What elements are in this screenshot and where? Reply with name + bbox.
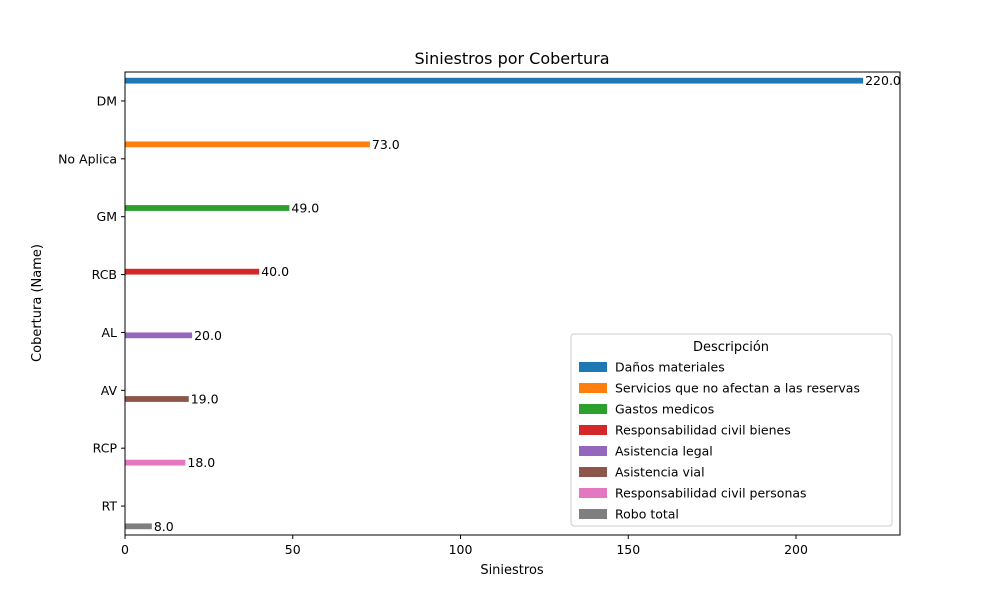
legend-label-asistencia-vial: Asistencia vial: [615, 465, 705, 480]
legend-label-robo-total: Robo total: [615, 507, 679, 522]
legend-swatch-servicios-que-no-afectan-a-las-reservas: [579, 383, 607, 393]
legend-label-danos-materiales: Daños materiales: [615, 360, 725, 375]
bar-value-label-av: 19.0: [191, 391, 219, 406]
plot-frame: [124, 71, 901, 536]
y-tick-label-rcp: RCP: [93, 441, 118, 456]
legend-title: Descripción: [693, 340, 769, 355]
x-axis-label: Siniestros: [480, 563, 544, 578]
x-tick-label-150: 150: [616, 542, 640, 557]
bar-rcb: [125, 268, 260, 275]
legend-label-responsabilidad-civil-personas: Responsabilidad civil personas: [615, 486, 807, 501]
bar-rt: [125, 523, 152, 530]
bar-al: [125, 332, 193, 339]
y-tick-label-gm: GM: [97, 209, 117, 224]
x-tick-label-50: 50: [285, 542, 301, 557]
legend-swatch-gastos-medicos: [579, 404, 607, 414]
y-tick-label-no-aplica: No Aplica: [58, 151, 117, 166]
x-tick-label-0: 0: [121, 542, 129, 557]
bar-no-aplica: [125, 141, 370, 148]
bar-av: [125, 396, 189, 402]
y-tick-label-al: AL: [101, 325, 117, 340]
legend-swatch-robo-total: [579, 509, 607, 519]
bar-value-label-rt: 8.0: [154, 519, 174, 534]
y-tick-label-rt: RT: [102, 499, 118, 514]
y-tick-label-dm: DM: [97, 93, 117, 108]
x-tick-label-100: 100: [449, 542, 473, 557]
legend-swatch-danos-materiales: [579, 362, 607, 372]
y-tick-label-av: AV: [101, 383, 118, 398]
bar-rcp: [125, 459, 186, 466]
legend-box: [570, 333, 893, 527]
y-tick-label-rcb: RCB: [92, 267, 117, 282]
legend-swatch-responsabilidad-civil-bienes: [579, 425, 607, 435]
legend-label-gastos-medicos: Gastos medicos: [615, 402, 714, 417]
bar-value-label-rcp: 18.0: [187, 455, 215, 470]
bar-value-label-no-aplica: 73.0: [372, 137, 400, 152]
plot-area: DM No Aplica GM RCB AL AV RCP RT 0 50 100 150 200 220…: [58, 73, 901, 557]
legend-label-servicios-que-no-afectan-a-las-reservas: Servicios que no afectan a las reservas: [615, 381, 860, 396]
legend-swatch-asistencia-legal: [579, 446, 607, 456]
legend-label-responsabilidad-civil-bienes: Responsabilidad civil bienes: [615, 423, 791, 438]
bar-value-label-rcb: 40.0: [261, 264, 289, 279]
x-tick-label-200: 200: [784, 542, 808, 557]
bar-value-label-al: 20.0: [194, 328, 222, 343]
bar-value-label-dm: 220.0: [865, 73, 901, 88]
y-axis-label: Cobertura (Name): [30, 244, 45, 362]
legend-label-asistencia-legal: Asistencia legal: [615, 444, 713, 459]
bar-gm: [125, 205, 290, 211]
bar-value-label-gm: 49.0: [291, 201, 319, 216]
legend: Descripción Daños materiales Servicios qu…: [570, 333, 893, 527]
legend-swatch-responsabilidad-civil-personas: [579, 488, 607, 498]
legend-swatch-asistencia-vial: [579, 467, 607, 477]
chart-title: Siniestros por Cobertura: [414, 49, 609, 68]
bar-dm: [125, 77, 864, 84]
